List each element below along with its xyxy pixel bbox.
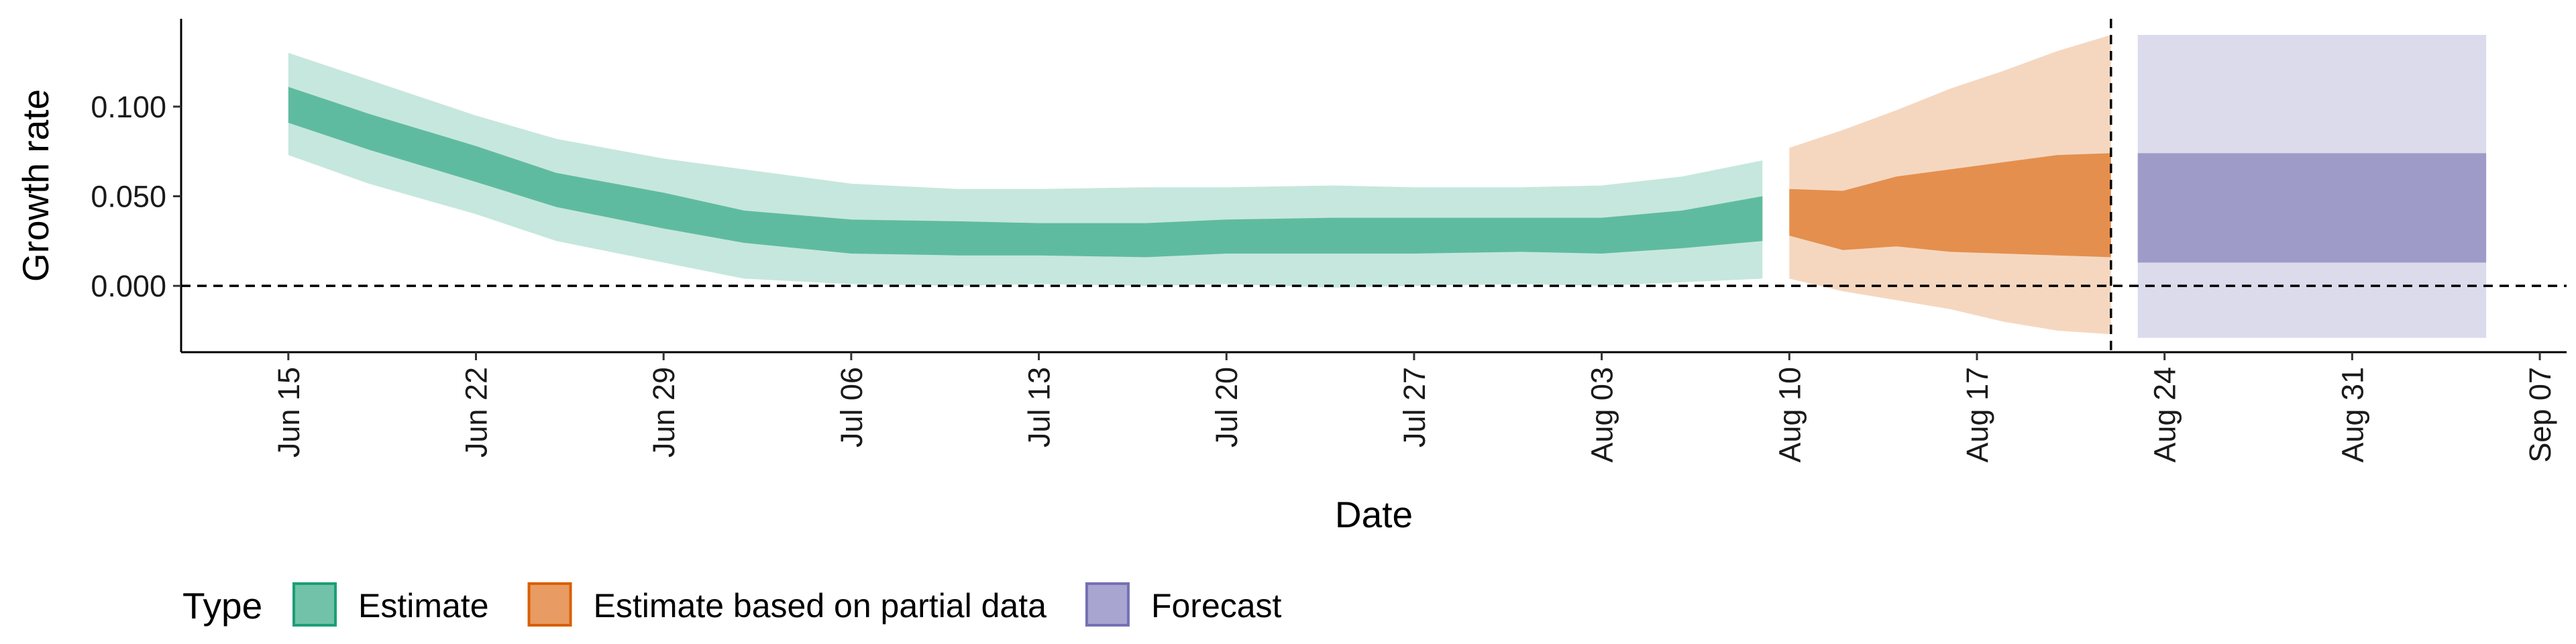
x-tick-label: Aug 24 (2148, 367, 2182, 463)
legend: Type Estimate Estimate based on partial d… (182, 582, 1282, 627)
x-tick-label: Aug 17 (1960, 367, 1994, 463)
y-tick-label: 0.000 (91, 269, 166, 303)
x-tick-label: Sep 07 (2523, 367, 2557, 463)
legend-swatch-estimate-based-on-partial-data (527, 582, 572, 627)
forecast-inner-band (2137, 153, 2487, 263)
x-tick-label: Jun 15 (272, 367, 306, 458)
x-tick-label: Jun 22 (460, 367, 494, 458)
x-tick-label: Jul 06 (835, 367, 869, 447)
x-tick-label: Jul 27 (1397, 367, 1432, 447)
y-tick-label: 0.050 (91, 180, 166, 214)
y-axis-title: Growth rate (15, 89, 56, 282)
reference-lines (181, 19, 2567, 352)
x-tick-label: Aug 10 (1772, 367, 1807, 463)
x-tick-label: Jul 20 (1210, 367, 1244, 447)
y-tick-label: 0.100 (91, 90, 166, 124)
x-axis-ticks: Jun 15 Jun 22 Jun 29 Jul 06 Jul 13 Jul 20 Jul … (272, 352, 2557, 463)
estimate-based-on-partial-data-inner-band (1789, 153, 2111, 258)
legend-swatch-estimate (292, 582, 337, 627)
x-tick-label: Jul 13 (1022, 367, 1057, 447)
legend-label-forecast: Forecast (1151, 587, 1282, 625)
legend-swatch-forecast (1085, 582, 1130, 627)
x-tick-label: Aug 31 (2335, 367, 2369, 463)
axes (180, 19, 2567, 354)
x-tick-label: Aug 03 (1585, 367, 1619, 463)
x-axis-title: Date (1335, 494, 1413, 535)
legend-title: Type (182, 585, 262, 627)
y-axis-ticks: 0.000 0.050 0.100 (91, 90, 181, 303)
legend-label-estimate: Estimate (358, 587, 489, 625)
series-bands (288, 35, 2487, 338)
legend-label-estimate-based-on-partial-data: Estimate based on partial data (594, 587, 1047, 625)
estimate-inner-band (288, 87, 1763, 258)
x-tick-label: Jun 29 (647, 367, 681, 458)
